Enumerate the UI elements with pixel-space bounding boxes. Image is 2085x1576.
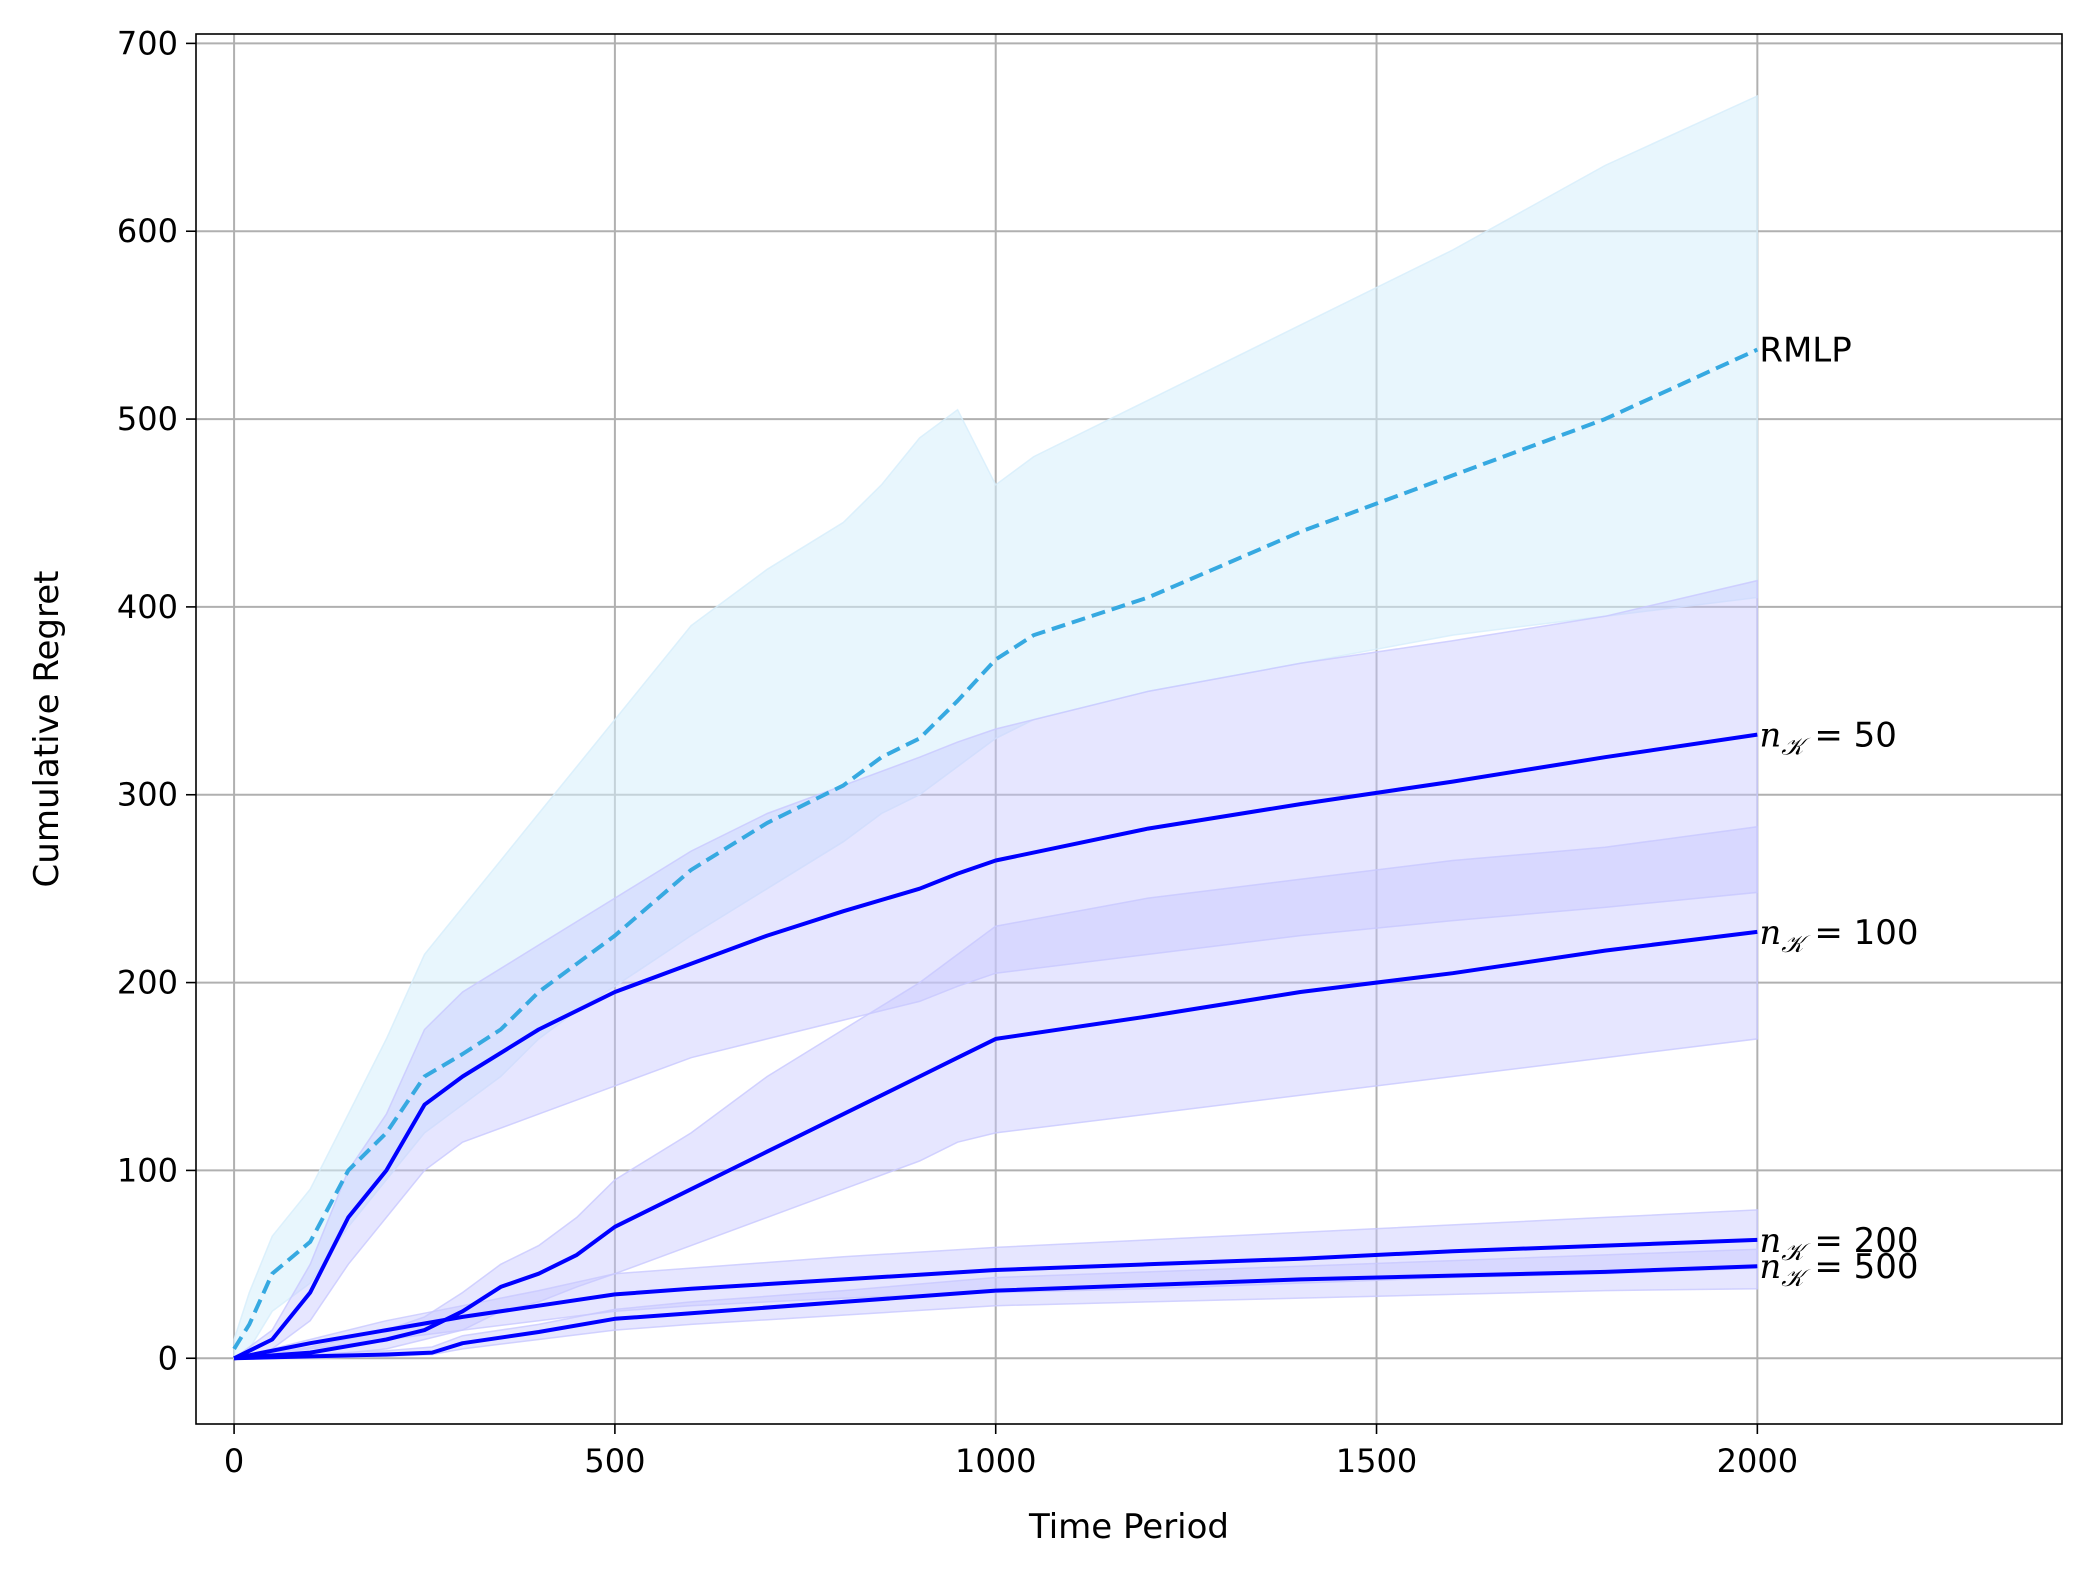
series-line [233, 732, 1758, 1361]
y-tick-label: 0 [158, 1339, 178, 1377]
series-end-label: n𝒦 = 500 [1759, 1247, 1918, 1292]
series-end-label: n𝒦 = 200 [1759, 1221, 1918, 1266]
series-line [234, 1264, 1758, 1361]
y-tick-label: 400 [117, 588, 178, 626]
y-tick-label: 600 [117, 212, 178, 250]
x-tick-label: 1000 [955, 1442, 1036, 1480]
series-lines [232, 347, 1759, 1361]
plot-frame [195, 33, 2063, 1425]
x-tick-label: 0 [224, 1442, 244, 1480]
series-end-label: n𝒦 = 50 [1759, 716, 1897, 761]
axis-ticks: 0 500 1000 1500 2000 0 100 200 300 400 500 600 700 [117, 24, 1798, 1480]
y-tick-label: 300 [117, 776, 178, 814]
x-tick-label: 1500 [1336, 1442, 1417, 1480]
y-tick-label: 500 [117, 400, 178, 438]
confidence-band [233, 1209, 1759, 1360]
x-axis-title: Time Period [1028, 1507, 1229, 1547]
series-line [232, 347, 1759, 1350]
y-tick-label: 100 [117, 1151, 178, 1189]
series-line [233, 929, 1758, 1361]
x-tick-label: 500 [584, 1442, 645, 1480]
series-end-label: RMLP [1759, 331, 1851, 371]
x-tick-label: 2000 [1717, 1442, 1798, 1480]
y-tick-label: 700 [117, 24, 178, 62]
y-axis-title: Cumulative Regret [27, 571, 67, 888]
series-line [233, 1237, 1758, 1361]
y-tick-label: 200 [117, 964, 178, 1002]
